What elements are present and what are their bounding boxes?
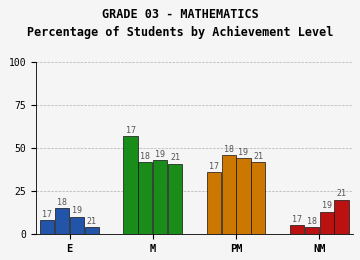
- Bar: [85, 227, 99, 234]
- Text: 19: 19: [72, 206, 82, 216]
- Text: GRADE 03 - MATHEMATICS: GRADE 03 - MATHEMATICS: [102, 8, 258, 21]
- Text: 19: 19: [321, 201, 332, 210]
- Text: 18: 18: [224, 145, 234, 154]
- Bar: [168, 164, 182, 234]
- Bar: [123, 136, 138, 234]
- Text: 18: 18: [140, 152, 150, 161]
- Text: Percentage of Students by Achievement Level: Percentage of Students by Achievement Le…: [27, 26, 333, 39]
- Text: 17: 17: [42, 210, 52, 219]
- Text: 17: 17: [292, 215, 302, 224]
- Bar: [70, 217, 84, 234]
- Bar: [290, 225, 304, 234]
- Bar: [55, 208, 69, 234]
- Bar: [138, 162, 152, 234]
- Text: 19: 19: [155, 150, 165, 159]
- Bar: [153, 160, 167, 234]
- Bar: [334, 200, 348, 234]
- Text: 21: 21: [337, 189, 346, 198]
- Text: 21: 21: [170, 153, 180, 162]
- Text: 17: 17: [209, 162, 219, 171]
- Text: 18: 18: [57, 198, 67, 207]
- Bar: [251, 162, 265, 234]
- Text: 17: 17: [126, 126, 135, 135]
- Text: 18: 18: [307, 217, 317, 226]
- Text: 19: 19: [238, 148, 248, 157]
- Text: 21: 21: [87, 217, 97, 226]
- Bar: [237, 159, 251, 234]
- Text: 21: 21: [253, 152, 263, 161]
- Bar: [305, 227, 319, 234]
- Bar: [40, 220, 54, 234]
- Bar: [207, 172, 221, 234]
- Bar: [320, 212, 334, 234]
- Bar: [221, 155, 236, 234]
